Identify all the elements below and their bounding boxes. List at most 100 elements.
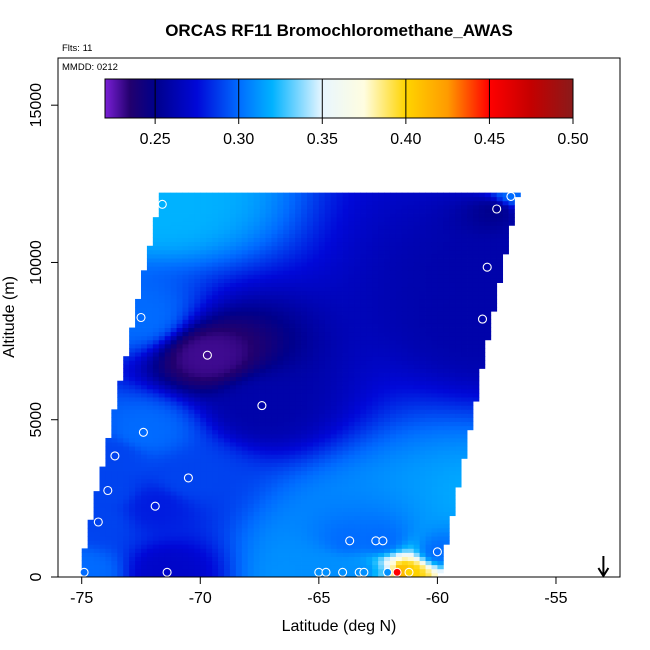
heatmap-cell (176, 364, 183, 369)
heatmap-cell (289, 421, 296, 427)
heatmap-cell (378, 319, 385, 324)
heatmap-cell (283, 474, 290, 480)
heatmap-cell (271, 262, 278, 267)
heatmap-cell (170, 503, 177, 508)
heatmap-cell (123, 478, 130, 484)
heatmap-cell (212, 491, 219, 496)
heatmap-cell (449, 327, 456, 333)
heatmap-cell (135, 527, 142, 533)
heatmap-cell (330, 348, 338, 353)
heatmap-cell (467, 372, 474, 378)
heatmap-cell (182, 470, 189, 476)
heatmap-cell (247, 360, 255, 365)
heatmap-cell (312, 564, 320, 570)
heatmap-cell (354, 331, 361, 337)
heatmap-cell (235, 290, 243, 296)
heatmap-cell (235, 307, 243, 312)
heatmap-cell (235, 360, 243, 365)
heatmap-cell (129, 536, 136, 541)
heatmap-cell (478, 298, 486, 304)
heatmap-cell (194, 568, 201, 574)
heatmap-cell (354, 290, 361, 296)
heatmap-cell (123, 421, 130, 427)
heatmap-cell (425, 397, 432, 402)
heatmap-cell (247, 352, 255, 357)
heatmap-cell (419, 401, 426, 406)
heatmap-cell (223, 331, 231, 337)
heatmap-cell (111, 425, 118, 431)
heatmap-cell (455, 392, 462, 398)
heatmap-cell (443, 433, 450, 439)
heatmap-cell (223, 495, 231, 500)
heatmap-cell (455, 482, 462, 488)
heatmap-cell (99, 536, 106, 541)
heatmap-cell (360, 323, 367, 328)
heatmap-cell (348, 298, 355, 304)
heatmap-cell (271, 282, 278, 288)
heatmap-cell (265, 278, 272, 283)
heatmap-cell (301, 462, 308, 467)
heatmap-cell (253, 262, 260, 267)
heatmap-cell (271, 335, 278, 341)
heatmap-cell (431, 507, 438, 512)
heatmap-cell (141, 339, 148, 345)
heatmap-cell (265, 388, 272, 394)
heatmap-cell (105, 532, 112, 537)
heatmap-cell (188, 372, 195, 378)
heatmap-cell (413, 515, 421, 521)
heatmap-cell (123, 495, 130, 500)
heatmap-cell (194, 503, 201, 508)
heatmap-cell (223, 421, 231, 427)
heatmap-cell (129, 352, 136, 357)
heatmap-cell (455, 274, 462, 279)
heatmap-cell (123, 511, 130, 517)
heatmap-cell (425, 552, 432, 557)
heatmap-cell (271, 474, 278, 480)
heatmap-cell (336, 249, 343, 255)
heatmap-cell (389, 536, 397, 541)
heatmap-cell (129, 348, 136, 353)
heatmap-cell (277, 491, 284, 496)
heatmap-cell (152, 519, 160, 525)
heatmap-cell (472, 253, 480, 259)
heatmap-cell (449, 499, 456, 504)
heatmap-cell (360, 523, 367, 529)
heatmap-cell (348, 327, 355, 333)
heatmap-cell (176, 303, 183, 308)
heatmap-cell (229, 413, 237, 418)
heatmap-cell (318, 315, 326, 320)
heatmap-cell (93, 499, 100, 504)
heatmap-cell (271, 491, 278, 496)
heatmap-cell (366, 339, 373, 345)
heatmap-cell (449, 253, 456, 259)
heatmap-cell (265, 294, 272, 300)
heatmap-cell (229, 343, 237, 349)
heatmap-cell (324, 372, 332, 378)
heatmap-cell (413, 348, 421, 353)
heatmap-cell (324, 548, 332, 553)
heatmap-cell (253, 536, 260, 541)
heatmap-cell (206, 450, 213, 455)
heatmap-cell (141, 560, 148, 566)
heatmap-cell (295, 442, 302, 447)
heatmap-cell (235, 425, 243, 431)
heatmap-cell (283, 376, 290, 382)
heatmap-cell (283, 392, 290, 398)
heatmap-cell (306, 294, 314, 300)
heatmap-cell (123, 433, 130, 439)
heatmap-cell (455, 474, 462, 480)
heatmap-cell (318, 515, 326, 521)
heatmap-cell (200, 532, 207, 537)
heatmap-cell (265, 417, 272, 423)
heatmap-cell (259, 454, 266, 459)
heatmap-cell (259, 568, 266, 574)
heatmap-cell (223, 323, 231, 328)
heatmap-cell (449, 286, 456, 292)
heatmap-cell (200, 401, 207, 406)
heatmap-cell (425, 290, 432, 296)
heatmap-cell (389, 564, 397, 570)
heatmap-cell (443, 319, 450, 324)
heatmap-cell (389, 380, 397, 386)
heatmap-cell (336, 507, 343, 512)
heatmap-cell (271, 315, 278, 320)
